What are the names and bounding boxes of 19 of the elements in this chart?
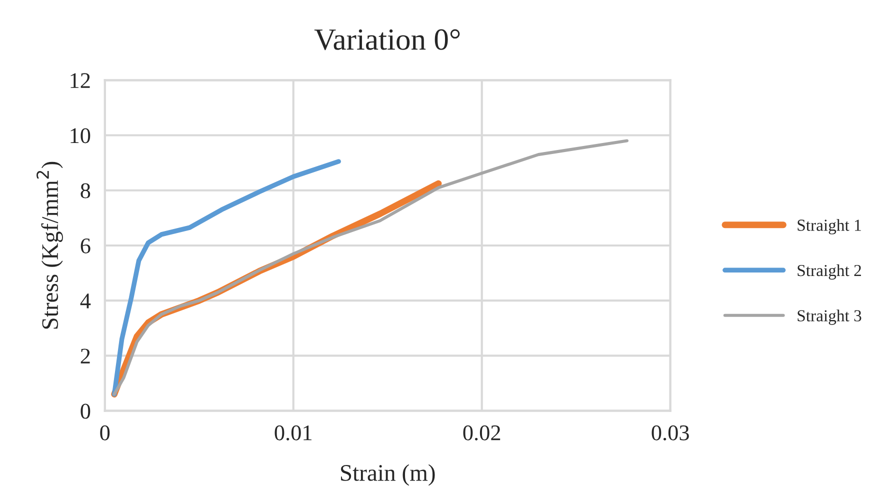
x-tick-label: 0.02 xyxy=(463,425,500,440)
y-tick-label: 10 xyxy=(70,128,90,144)
chart-title: Variation 0° xyxy=(314,29,460,50)
y-tick-label: 4 xyxy=(80,294,91,308)
line-series xyxy=(112,139,629,396)
y-tick-label: 6 xyxy=(80,238,90,254)
legend-label: Straight 1 xyxy=(798,219,861,234)
y-tick-label: 12 xyxy=(70,73,90,88)
x-axis-title: Strain (m) xyxy=(341,464,435,486)
x-tick-label: 0.01 xyxy=(274,425,312,440)
y-tick-label: 8 xyxy=(80,183,90,198)
line-series xyxy=(112,159,341,397)
legend-label: Straight 2 xyxy=(798,264,861,280)
x-tick-label: 0.03 xyxy=(652,425,689,440)
y-axis-title: Stress (Kgf/mm$^{2}$) xyxy=(36,162,63,329)
y-tick-label: 0 xyxy=(80,404,90,419)
x-tick-label: 0 xyxy=(100,425,110,440)
y-tick-label: 2 xyxy=(80,348,90,364)
legend-label: Straight 3 xyxy=(798,310,862,325)
